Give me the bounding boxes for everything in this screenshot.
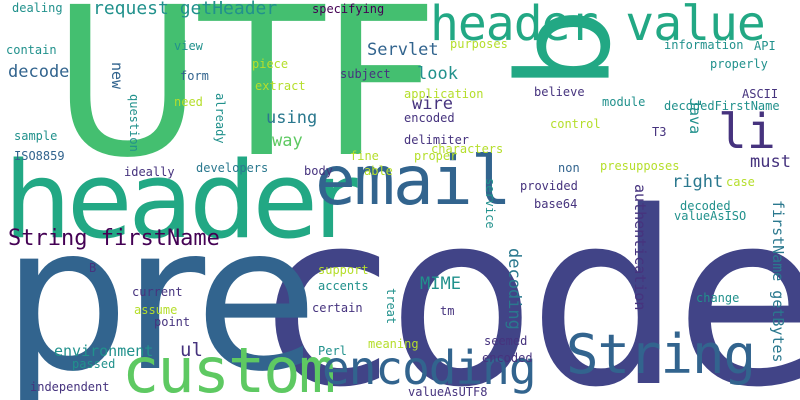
word-information: information <box>664 39 743 51</box>
word-ideally: ideally <box>124 166 175 178</box>
word-email: email <box>315 148 510 216</box>
word-developers: developers <box>196 162 268 174</box>
word-accents: accents <box>318 280 369 292</box>
word-treat: treat <box>385 288 397 324</box>
word-presupposes: presupposes <box>600 160 679 172</box>
word-extract: extract <box>255 80 306 92</box>
word-support: support <box>318 264 369 276</box>
word-request-getheader: request getHeader <box>93 0 277 18</box>
word-new: new <box>109 62 124 89</box>
word-decoding: decoding <box>505 248 522 330</box>
word-servlet: Servlet <box>367 42 439 59</box>
word-form: form <box>180 70 209 82</box>
word-module: module <box>602 96 645 108</box>
word-decode: decode <box>8 64 69 81</box>
word-specifying: specifying <box>312 3 384 15</box>
word-subject: subject <box>340 68 391 80</box>
word-provided: provided <box>520 180 578 192</box>
word-base64: base64 <box>534 198 577 210</box>
word-sample: sample <box>14 130 57 142</box>
word-right: right <box>672 174 723 191</box>
word-characters: characters <box>431 143 503 155</box>
word-certain: certain <box>312 302 363 314</box>
word-passed: passed <box>72 358 115 370</box>
word-change: change <box>696 292 739 304</box>
word-need: need <box>174 96 203 108</box>
word-ul: ul <box>180 341 203 360</box>
word-question: question <box>128 94 140 152</box>
word-custom: custom <box>122 340 334 400</box>
word-independent: independent <box>30 381 109 393</box>
word-t3: T3 <box>652 126 666 138</box>
word-b: B <box>89 262 96 274</box>
word-api: API <box>754 40 776 52</box>
word-non: non <box>558 162 580 174</box>
word-application: application <box>404 88 483 100</box>
word-encoded-2: encoded <box>482 352 533 364</box>
word-seemed: seemed <box>484 335 527 347</box>
word-current: current <box>132 286 183 298</box>
word-string-big: String <box>566 328 755 382</box>
word-purposes: purposes <box>450 38 508 50</box>
word-control: control <box>550 118 601 130</box>
word-point: point <box>154 316 190 328</box>
word-li: li <box>718 108 776 156</box>
word-tm: tm <box>440 305 454 317</box>
word-encoded-1: encoded <box>404 112 455 124</box>
word-case: case <box>726 176 755 188</box>
word-must: must <box>750 154 791 171</box>
word-meaning: meaning <box>368 338 419 350</box>
word-properly: properly <box>710 58 768 70</box>
word-service: service <box>484 178 496 229</box>
word-iso8859: ISO8859 <box>14 150 65 162</box>
word-fine: fine <box>350 150 379 162</box>
word-believe: believe <box>534 86 585 98</box>
word-perl: Perl <box>318 345 347 357</box>
word-view: view <box>174 40 203 52</box>
word-body: body <box>304 165 333 177</box>
word-mime: MIME <box>420 276 461 293</box>
word-piece: piece <box>252 58 288 70</box>
word-contain: contain <box>6 44 57 56</box>
word-look: look <box>417 66 458 83</box>
word-already: already <box>214 93 226 144</box>
word-authentication: authentication <box>632 184 647 310</box>
word-string-firstname: String firstName <box>8 228 220 250</box>
word-decodedfirstname: decodedFirstName <box>664 100 780 112</box>
word-valueasutf8: valueAsUTF8 <box>408 386 487 398</box>
word-able: able <box>364 165 393 177</box>
word-firstname-getbytes: firstName getBytes <box>770 200 785 363</box>
word-way: way <box>272 133 303 150</box>
word-valueasiso: valueAsISO <box>674 210 746 222</box>
word-dealing: dealing <box>12 2 63 14</box>
word-using: using <box>266 110 317 127</box>
